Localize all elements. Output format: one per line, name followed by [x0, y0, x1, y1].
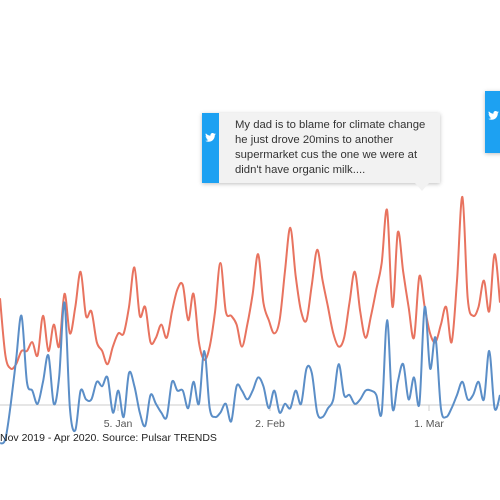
x-tick-label: 2. Feb	[255, 418, 285, 430]
x-tick-label: 5. Jan	[104, 418, 133, 430]
twitter-bird-icon	[488, 111, 499, 120]
tweet-card[interactable]: My dad is to blame for climate change he…	[202, 113, 440, 191]
twitter-bird-icon	[205, 133, 216, 142]
tweet-sidebar	[202, 113, 219, 183]
tweet-text: My dad is to blame for climate change he…	[235, 119, 426, 176]
tweet-pointer	[415, 183, 429, 191]
tweet-sidebar-2	[485, 91, 500, 153]
tweet-card-2[interactable]	[485, 91, 500, 153]
series-line-2	[0, 301, 500, 445]
x-tick-label: 1. Mar	[414, 418, 444, 430]
source-note: Nov 2019 - Apr 2020. Source: Pulsar TREN…	[0, 432, 217, 444]
series-line-1	[0, 195, 500, 370]
